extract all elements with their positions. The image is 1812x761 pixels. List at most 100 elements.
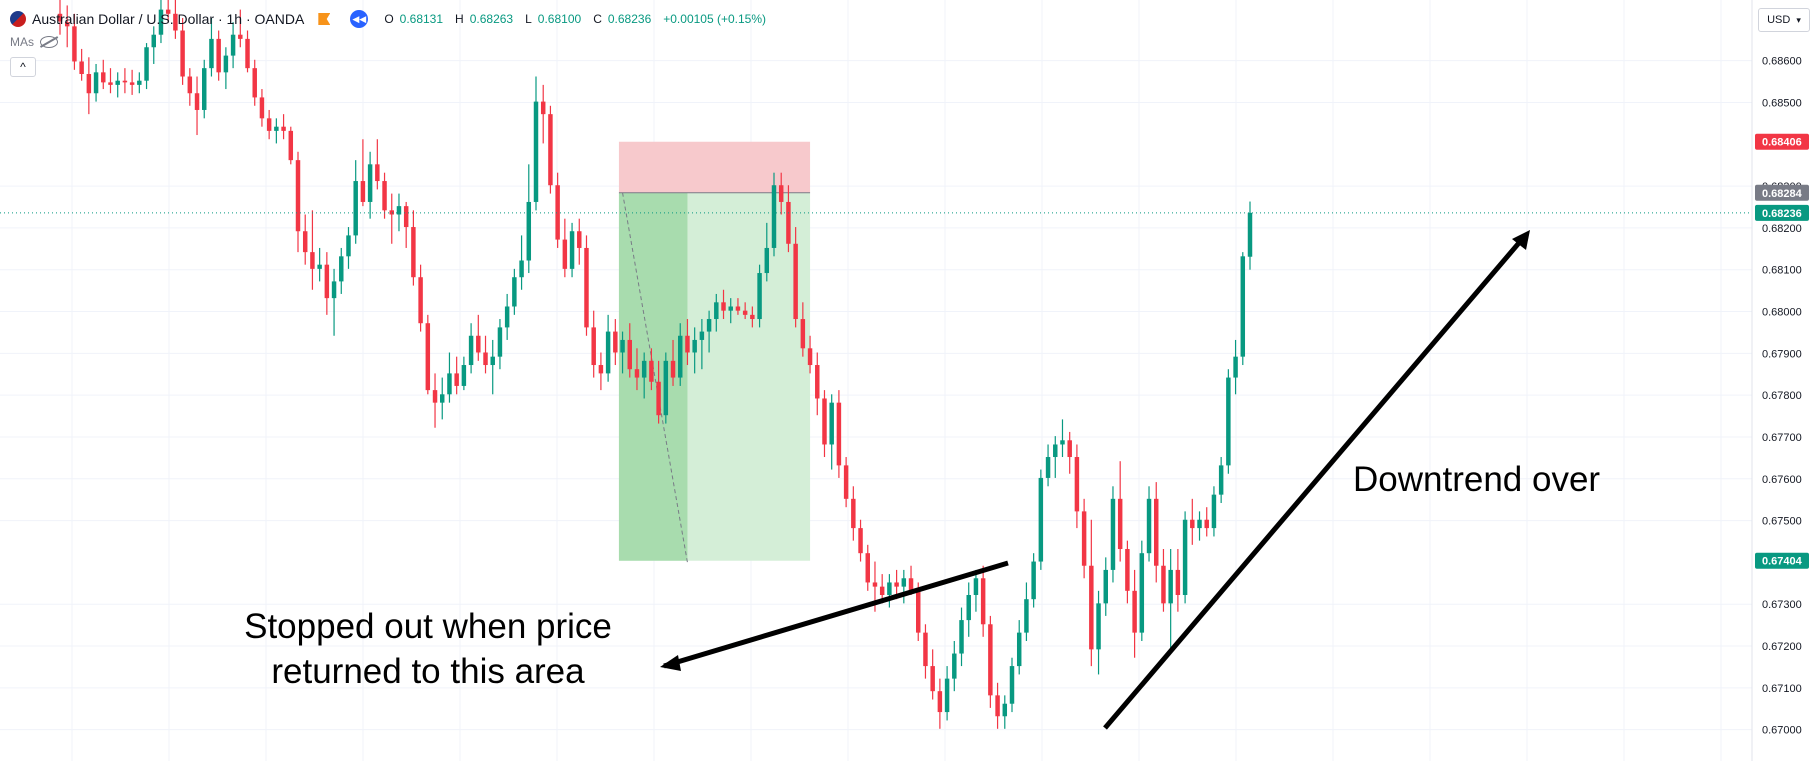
candle	[1190, 498, 1195, 545]
candle	[180, 17, 185, 85]
candle	[165, 0, 171, 23]
collapse-legend-button[interactable]: ^	[10, 57, 36, 77]
price-axis[interactable]: 0.686000.685000.683000.682000.681000.680…	[1751, 0, 1809, 761]
candle	[988, 615, 993, 708]
candle	[1009, 657, 1015, 713]
candle	[1218, 457, 1224, 504]
candle	[1197, 511, 1202, 541]
symbol-title[interactable]: Australian Dollar / U.S. Dollar · 1h · O…	[32, 11, 305, 27]
candle-body	[324, 264, 330, 299]
candle	[959, 607, 964, 667]
candle	[1045, 444, 1051, 487]
candle-body	[440, 394, 445, 403]
candle-body	[266, 118, 272, 131]
candle-body	[202, 68, 207, 110]
price-tick-label: 0.68000	[1762, 307, 1802, 319]
hidden-eye-icon[interactable]	[40, 36, 58, 48]
currency-selector[interactable]: USD ▾	[1758, 8, 1810, 32]
candle-body	[995, 695, 1000, 717]
price-badge-target: 0.67404	[1755, 552, 1809, 569]
candle	[887, 574, 892, 608]
flag-marker-icon[interactable]	[318, 13, 331, 25]
price-badge-stop: 0.68406	[1755, 133, 1809, 150]
replay-icon[interactable]: ◀◀	[350, 10, 369, 28]
candle	[151, 26, 156, 64]
candle	[829, 394, 834, 470]
candle-body	[288, 130, 294, 161]
candle-body	[252, 68, 257, 98]
candle-body	[533, 101, 539, 202]
candle	[302, 214, 308, 265]
low-label: L	[525, 12, 532, 26]
candle-body	[605, 331, 611, 374]
candle-body	[569, 231, 575, 269]
candle	[591, 310, 596, 378]
candle-body	[952, 653, 957, 679]
candle	[923, 624, 928, 679]
candle	[692, 327, 697, 374]
candle-body	[1096, 603, 1101, 650]
candle	[1132, 569, 1137, 658]
candle	[1117, 461, 1123, 562]
candle	[281, 114, 286, 140]
candle	[1211, 486, 1217, 537]
candle-body	[1038, 477, 1044, 562]
candle-body	[641, 360, 647, 378]
candle-body	[1089, 565, 1094, 650]
candle-body	[425, 323, 431, 391]
price-badge-bg	[1755, 552, 1809, 569]
price-tick-label: 0.67900	[1762, 348, 1802, 360]
annotation-arrow-up-right	[1103, 235, 1526, 730]
candle	[526, 164, 532, 274]
candle	[310, 210, 315, 290]
candle	[973, 569, 979, 612]
candle-body	[194, 93, 200, 110]
price-tick-label: 0.68100	[1762, 265, 1802, 277]
candle-body	[504, 306, 510, 328]
candle-body	[1233, 356, 1238, 378]
candle	[468, 323, 474, 374]
candle-body	[843, 465, 849, 499]
candle-body	[418, 277, 423, 324]
mas-indicator-label[interactable]: MAs	[10, 35, 34, 49]
candle-body	[165, 9, 171, 14]
candle	[764, 222, 770, 282]
annotation-arrowhead-left	[660, 655, 681, 671]
candle	[865, 544, 870, 591]
candle	[613, 319, 618, 366]
candle-body	[706, 319, 712, 332]
candle-body	[613, 331, 618, 353]
candle-body	[209, 38, 214, 69]
annotation-stopped-out-line2: returned to this area	[271, 652, 585, 691]
stop-loss-zone[interactable]	[618, 141, 811, 193]
candle-body	[403, 206, 409, 228]
candle-body	[468, 335, 474, 366]
candle-body	[894, 582, 899, 587]
candle-body	[1110, 498, 1116, 570]
candle	[1031, 553, 1036, 608]
candle-body	[1045, 457, 1051, 478]
candle	[548, 105, 553, 194]
candle-body	[800, 319, 806, 349]
open-label: O	[384, 12, 394, 26]
candle	[295, 151, 301, 253]
candle	[699, 319, 705, 370]
candle-body	[728, 306, 733, 311]
price-badge-label: 0.68236	[1762, 208, 1802, 220]
candle	[223, 47, 229, 90]
candle	[641, 352, 647, 399]
candle	[360, 139, 366, 207]
candle	[649, 348, 654, 391]
candle-body	[1161, 565, 1166, 604]
price-tick-label: 0.67600	[1762, 474, 1802, 486]
candle-body	[411, 227, 416, 278]
price-badge-label: 0.68284	[1762, 188, 1803, 200]
price-tick-label: 0.67000	[1762, 725, 1802, 737]
candle-body	[295, 160, 301, 232]
candle	[930, 649, 935, 700]
candle	[757, 264, 762, 328]
candle	[396, 193, 402, 232]
candle-body	[230, 34, 236, 56]
candle	[562, 218, 568, 278]
